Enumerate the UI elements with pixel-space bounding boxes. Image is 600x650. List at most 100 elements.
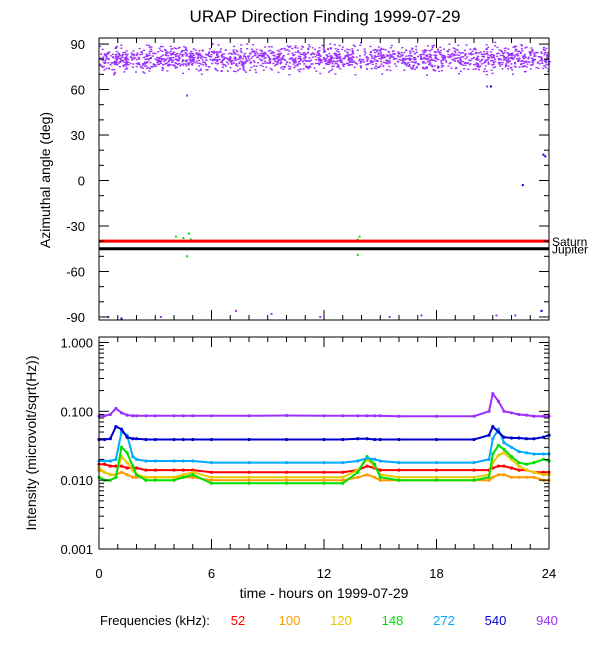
azimuth-point-940 xyxy=(429,56,432,59)
azimuth-point-940 xyxy=(473,47,476,50)
azimuth-point-940 xyxy=(280,61,283,63)
azimuth-point-940 xyxy=(382,48,385,50)
azimuth-point-940 xyxy=(544,61,547,63)
intensity-point-52 xyxy=(378,468,382,472)
azimuth-point-940 xyxy=(269,49,272,52)
intensity-point-120 xyxy=(322,475,326,479)
azimuth-point-940 xyxy=(211,59,214,61)
azimuth-point-940 xyxy=(369,45,372,48)
azimuth-point-940 xyxy=(425,58,428,61)
azimuth-point-940 xyxy=(336,66,339,68)
intensity-point-540 xyxy=(356,437,360,441)
azimuth-point-940 xyxy=(537,61,540,63)
azimuth-point-940 xyxy=(159,45,162,48)
azimuth-point-940 xyxy=(416,66,418,68)
azimuth-point-940 xyxy=(531,50,534,52)
azimuth-point-940 xyxy=(530,52,533,54)
azimuth-point-940 xyxy=(540,51,543,53)
azimuth-point-940 xyxy=(300,53,302,56)
azimuth-point-940 xyxy=(506,52,509,54)
azimuth-point-940 xyxy=(433,69,436,72)
azimuth-point-940 xyxy=(148,57,151,60)
azimuth-point-940 xyxy=(308,65,311,67)
azimuth-point-940 xyxy=(293,62,296,64)
azimuth-point-940 xyxy=(200,73,203,75)
intensity-point-940 xyxy=(284,413,289,418)
azimuth-point-940 xyxy=(177,55,180,57)
azimuth-point-940 xyxy=(199,53,202,55)
intensity-point-52 xyxy=(496,464,500,468)
azimuth-point-940 xyxy=(333,44,336,46)
intensity-point-940 xyxy=(491,392,495,396)
azimuth-point-940 xyxy=(355,62,357,64)
azimuth-point-940 xyxy=(293,59,296,61)
azimuth-point-940 xyxy=(237,54,240,56)
azimuth-point-940 xyxy=(347,57,350,59)
azimuth-point-940 xyxy=(273,57,276,60)
azimuth-point-940 xyxy=(313,67,316,69)
azimuth-point-940 xyxy=(146,61,149,64)
azimuth-point-940 xyxy=(274,64,277,67)
intensity-point-940 xyxy=(134,414,139,418)
azimuth-point-940 xyxy=(377,46,380,48)
azimuth-point-940 xyxy=(454,60,457,62)
azimuth-point-940 xyxy=(352,60,355,62)
azimuth-point-940 xyxy=(303,55,306,57)
azimuth-point-940 xyxy=(430,58,433,60)
azimuth-point-940 xyxy=(234,59,237,61)
azimuth-point-940 xyxy=(384,62,387,64)
azimuth-point-940 xyxy=(475,52,478,54)
azimuth-point-940 xyxy=(218,58,221,61)
azimuth-point-940 xyxy=(461,56,464,58)
azimuth-point-940 xyxy=(264,60,267,62)
intensity-xtick-label: 6 xyxy=(208,566,215,581)
intensity-x-axis-label: time - hours on 1999-07-29 xyxy=(240,585,409,601)
azimuth-point-940 xyxy=(376,51,379,53)
intensity-point-940 xyxy=(181,414,185,418)
azimuth-point-940 xyxy=(119,57,122,60)
intensity-point-272 xyxy=(541,452,546,456)
intensity-point-940 xyxy=(434,414,439,418)
azimuth-point-940 xyxy=(516,53,519,55)
azimuth-point-940 xyxy=(213,58,216,60)
azimuth-point-940 xyxy=(411,47,414,49)
azimuth-point-940 xyxy=(486,85,489,88)
azimuth-point-940 xyxy=(177,58,180,60)
azimuth-point-940 xyxy=(268,62,271,64)
azimuth-point-940 xyxy=(502,54,505,56)
azimuth-point-940 xyxy=(135,71,137,73)
azimuth-point-940 xyxy=(213,59,215,61)
azimuth-point-940 xyxy=(148,70,151,72)
intensity-point-272 xyxy=(108,459,112,463)
azimuth-point-940 xyxy=(158,57,161,60)
azimuth-point-940 xyxy=(174,58,177,60)
azimuth-point-940 xyxy=(197,70,200,72)
azimuth-point-940 xyxy=(259,64,262,66)
azimuth-point-940 xyxy=(432,68,435,71)
azimuth-point-940 xyxy=(320,59,323,61)
intensity-point-940 xyxy=(247,414,251,418)
azimuth-point-940 xyxy=(419,54,422,56)
azimuth-point-940 xyxy=(307,47,310,50)
azimuth-point-940 xyxy=(195,53,198,55)
azimuth-point-940 xyxy=(221,61,224,63)
azimuth-point-940 xyxy=(299,58,302,60)
azimuth-point-940 xyxy=(539,56,541,58)
azimuth-point-940 xyxy=(250,48,253,50)
intensity-point-940 xyxy=(373,414,377,418)
intensity-point-120 xyxy=(541,473,546,477)
azimuth-point-940 xyxy=(269,67,272,70)
azimuth-point-940 xyxy=(359,65,362,67)
azimuth-point-940 xyxy=(112,62,115,64)
azimuth-point-940 xyxy=(174,62,177,64)
azimuth-point-940 xyxy=(456,54,459,56)
azimuth-point-940 xyxy=(190,50,193,53)
azimuth-point-940 xyxy=(520,60,523,62)
azimuth-point-940 xyxy=(276,56,279,58)
azimuth-point-940 xyxy=(512,73,514,75)
azimuth-point-940 xyxy=(505,63,508,65)
azimuth-point-940 xyxy=(125,65,128,67)
azimuth-point-940 xyxy=(297,51,300,53)
azimuth-point-940 xyxy=(443,56,446,58)
azimuth-point-940 xyxy=(119,61,122,63)
